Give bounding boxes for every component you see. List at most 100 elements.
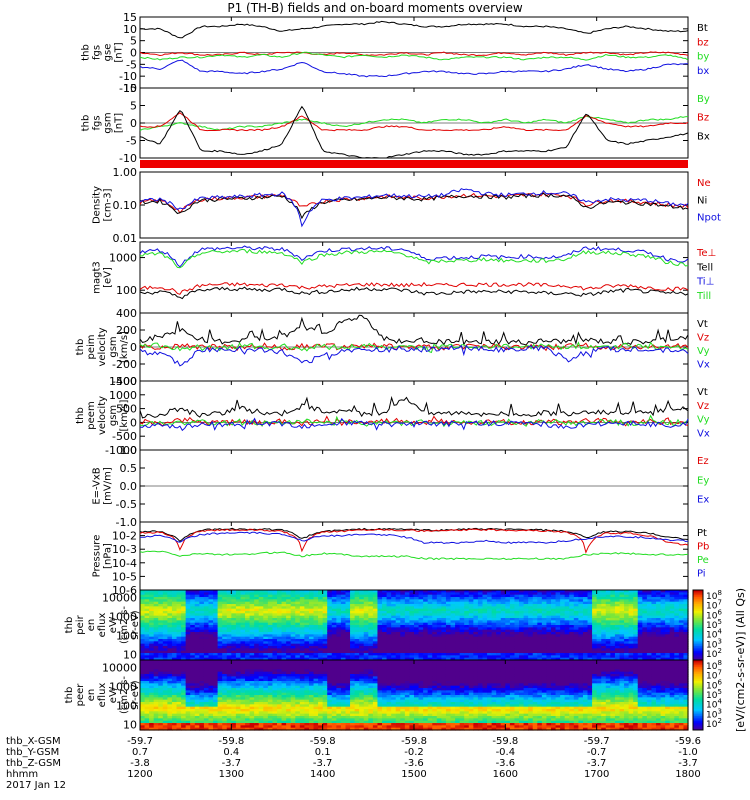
- heatmap-cell: [322, 655, 328, 659]
- heatmap-cell: [683, 653, 689, 656]
- heatmap-cell: [532, 618, 538, 621]
- heatmap-cell: [459, 590, 465, 593]
- heatmap-cell: [217, 692, 223, 696]
- heatmap-cell: [541, 601, 548, 605]
- y-axis-label: gsm: [103, 112, 114, 133]
- heatmap-cell: [171, 660, 178, 663]
- heatmap-cell: [194, 611, 200, 614]
- heatmap-cell: [231, 648, 237, 652]
- heatmap-cell: [199, 643, 205, 647]
- heatmap-cell: [258, 608, 264, 612]
- series-line-Vt: [139, 314, 689, 346]
- heatmap-cell: [363, 599, 369, 603]
- heatmap-cell: [258, 669, 264, 673]
- panel-peir_eflux: thb peir en eflux eV/(cm2-s-sr-eV)1000010001…: [64, 588, 747, 732]
- y-tick-label: -1.0: [116, 516, 137, 529]
- heatmap-cell: [564, 608, 570, 612]
- heatmap-cell: [181, 671, 187, 675]
- heatmap-cell: [144, 608, 150, 612]
- heatmap-cell: [149, 618, 155, 621]
- heatmap-cell: [231, 678, 237, 682]
- heatmap-cell: [281, 636, 287, 640]
- heatmap-cell: [149, 664, 155, 668]
- heatmap-cell: [235, 704, 242, 708]
- heatmap-cell: [610, 613, 616, 617]
- heatmap-cell: [254, 674, 260, 677]
- heatmap-cell: [665, 611, 671, 614]
- heatmap-cell: [505, 599, 511, 603]
- heatmap-cell: [592, 636, 598, 640]
- heatmap-cell: [245, 716, 251, 719]
- heatmap-cell: [368, 657, 374, 661]
- heatmap-cell: [569, 611, 575, 614]
- heatmap-cell: [144, 664, 150, 668]
- heatmap-cell: [569, 629, 575, 633]
- heatmap-cell: [372, 634, 379, 638]
- heatmap-cell: [181, 650, 187, 654]
- heatmap-cell: [249, 681, 255, 684]
- heatmap-cell: [514, 639, 520, 642]
- heatmap-cell: [395, 599, 401, 603]
- heatmap-cell: [505, 636, 511, 640]
- heatmap-cell: [240, 613, 246, 617]
- heatmap-cell: [322, 592, 328, 596]
- heatmap-cell: [359, 648, 365, 652]
- heatmap-cell: [400, 592, 406, 596]
- heatmap-cell: [340, 608, 347, 612]
- heatmap-cell: [633, 599, 639, 603]
- heatmap-cell: [395, 615, 401, 619]
- heatmap-cell: [345, 622, 351, 626]
- heatmap-cell: [162, 655, 168, 659]
- heatmap-cell: [555, 655, 561, 659]
- heatmap-cell: [290, 664, 296, 668]
- heatmap-cell: [368, 627, 374, 631]
- heatmap-cell: [222, 594, 228, 598]
- heatmap-cell: [359, 606, 365, 610]
- heatmap-cell: [642, 646, 648, 649]
- heatmap-cell: [546, 615, 552, 619]
- heatmap-cell: [158, 625, 164, 628]
- heatmap-cell: [254, 634, 260, 638]
- heatmap-cell: [418, 613, 424, 617]
- heatmap-cell: [153, 662, 159, 666]
- heatmap-cell: [254, 655, 260, 659]
- heatmap-cell: [208, 657, 214, 661]
- heatmap-cell: [263, 615, 269, 619]
- heatmap-cell: [596, 604, 602, 607]
- heatmap-cell: [254, 643, 260, 647]
- heatmap-cell: [436, 613, 442, 617]
- heatmap-cell: [281, 683, 287, 687]
- heatmap-cell: [674, 604, 680, 607]
- heatmap-cell: [231, 695, 237, 698]
- y-axis-label: [cm-3]: [103, 188, 114, 221]
- heatmap-cell: [327, 625, 333, 628]
- heatmap-cell: [263, 641, 269, 645]
- heatmap-cell: [514, 629, 520, 633]
- heatmap-cell: [678, 648, 685, 652]
- heatmap-cell: [190, 699, 196, 703]
- heatmap-cell: [340, 601, 347, 605]
- heatmap-cell: [605, 604, 611, 607]
- heatmap-cell: [569, 653, 575, 656]
- heatmap-cell: [418, 590, 424, 593]
- heatmap-cell: [199, 699, 205, 703]
- heatmap-cell: [171, 674, 178, 677]
- heatmap-cell: [624, 613, 630, 617]
- heatmap-cell: [578, 622, 584, 626]
- heatmap-cell: [208, 648, 214, 652]
- heatmap-cell: [441, 625, 447, 628]
- heatmap-cell: [340, 634, 347, 638]
- heatmap-cell: [564, 639, 570, 642]
- heatmap-cell: [582, 636, 589, 640]
- heatmap-cell: [569, 632, 575, 635]
- heatmap-cell: [277, 674, 283, 677]
- heatmap-cell: [450, 639, 456, 642]
- heatmap-cell: [386, 627, 392, 631]
- heatmap-cell: [281, 669, 287, 673]
- heatmap-cell: [350, 625, 356, 628]
- y-axis-label: [km/s]: [119, 399, 130, 431]
- heatmap-cell: [235, 622, 242, 626]
- y-tick-label: 10: [123, 82, 137, 95]
- heatmap-cell: [272, 709, 278, 712]
- heatmap-cell: [144, 592, 150, 596]
